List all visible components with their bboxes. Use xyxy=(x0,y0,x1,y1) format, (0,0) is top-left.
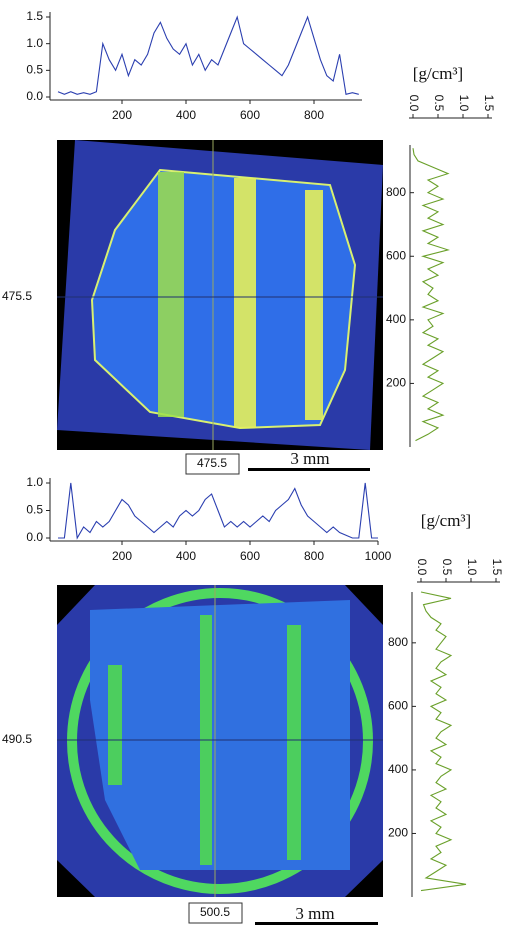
x-tick-label: 400 xyxy=(176,108,196,122)
x-tick-label: 200 xyxy=(112,108,132,122)
ct-image xyxy=(57,585,383,897)
row-label: 475.5 xyxy=(2,289,32,303)
x-tick-label: 0.0 xyxy=(415,559,429,576)
y-tick-label: 600 xyxy=(386,248,406,262)
column-label: 500.5 xyxy=(200,905,230,919)
x-tick-label: 1.5 xyxy=(482,95,496,112)
y-tick-label: 400 xyxy=(386,312,406,326)
scale-bar-label: 3 mm xyxy=(290,449,329,468)
y-tick-label: 400 xyxy=(388,762,408,776)
y-tick-label: 0.5 xyxy=(26,503,43,517)
x-tick-label: 1.0 xyxy=(465,559,479,576)
x-tick-label: 1000 xyxy=(365,549,392,563)
ct-image xyxy=(57,140,383,450)
x-tick-label: 800 xyxy=(304,108,324,122)
x-tick-label: 0.5 xyxy=(432,95,446,112)
y-tick-label: 0.5 xyxy=(26,63,43,77)
profile-line xyxy=(58,482,378,540)
x-tick-label: 1.5 xyxy=(490,559,504,576)
x-tick-label: 1.0 xyxy=(457,95,471,112)
x-tick-label: 200 xyxy=(112,549,132,563)
row-label: 490.5 xyxy=(2,732,32,746)
y-tick-label: 200 xyxy=(386,376,406,390)
y-tick-label: 1.5 xyxy=(26,9,43,23)
y-tick-label: 200 xyxy=(388,826,408,840)
profile-line xyxy=(57,15,359,95)
x-tick-label: 0.5 xyxy=(440,559,454,576)
y-tick-label: 0.0 xyxy=(26,530,43,544)
label-box xyxy=(188,902,243,924)
y-tick-label: 800 xyxy=(386,185,406,199)
y-tick-label: 0.0 xyxy=(26,89,43,103)
y-tick-label: 1.0 xyxy=(26,475,43,489)
x-tick-label: 600 xyxy=(240,108,260,122)
column-label: 475.5 xyxy=(197,456,227,470)
y-tick-label: 1.0 xyxy=(26,36,43,50)
x-tick-label: 800 xyxy=(304,549,324,563)
profile-line xyxy=(412,148,450,442)
y-tick-label: 800 xyxy=(388,635,408,649)
profile-line xyxy=(420,591,467,892)
axis-unit: [g/cm³] xyxy=(413,64,463,83)
axis-unit: [g/cm³] xyxy=(421,511,471,530)
label-box xyxy=(185,453,240,475)
x-tick-label: 600 xyxy=(240,549,260,563)
x-tick-label: 400 xyxy=(176,549,196,563)
y-tick-label: 600 xyxy=(388,699,408,713)
x-tick-label: 0.0 xyxy=(407,95,421,112)
scale-bar xyxy=(248,468,370,471)
scale-bar-label: 3 mm xyxy=(295,904,334,923)
scale-bar xyxy=(255,922,378,925)
